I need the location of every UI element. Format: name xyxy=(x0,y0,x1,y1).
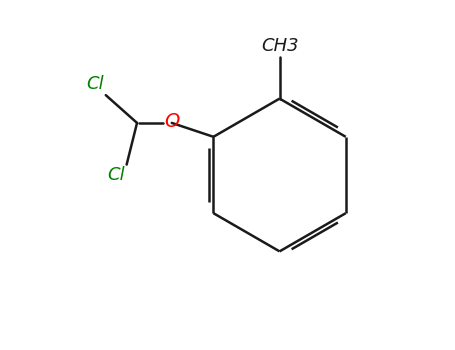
Text: O: O xyxy=(164,112,179,131)
Text: Cl: Cl xyxy=(107,166,125,184)
Text: CH3: CH3 xyxy=(261,37,298,55)
Text: Cl: Cl xyxy=(86,75,104,93)
